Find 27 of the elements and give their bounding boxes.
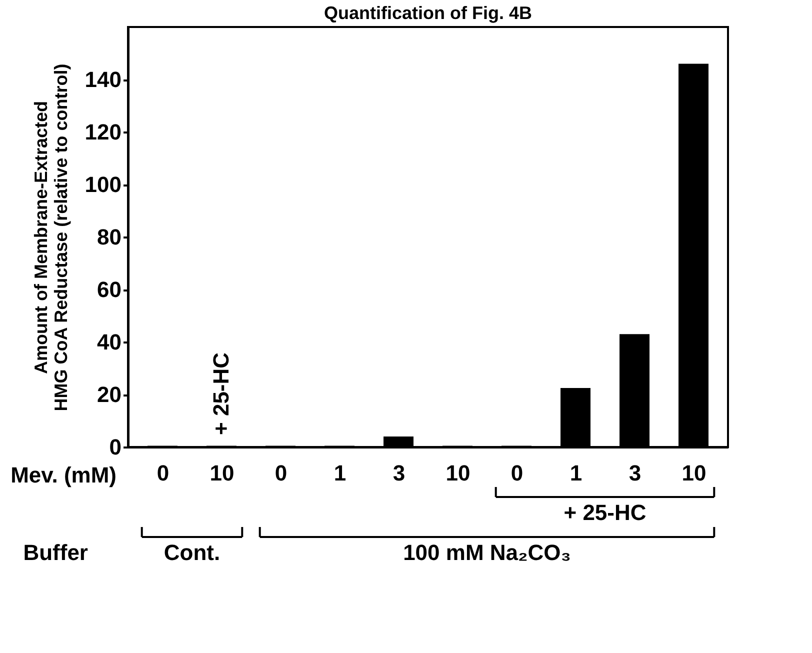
x-tick-label: 0 bbox=[510, 460, 524, 486]
text: Amount of Membrane-Extracted bbox=[30, 100, 51, 374]
text: + 25-HC bbox=[564, 500, 646, 525]
y-tick-label: 80 bbox=[97, 224, 122, 250]
y-tick-label: 20 bbox=[97, 382, 122, 407]
y-tick-label: 120 bbox=[84, 120, 122, 144]
x-tick-label: 1 bbox=[570, 460, 582, 486]
chart-title: Quantification of Fig. 4B bbox=[324, 3, 532, 23]
y-tick-label: 60 bbox=[97, 277, 122, 302]
y-tick-label: 40 bbox=[97, 330, 122, 354]
x-tick-label: 3 bbox=[628, 460, 642, 486]
y-tick-label: 0 bbox=[109, 434, 122, 460]
y-tick-label: 100 bbox=[84, 172, 122, 197]
annotation: + 25-HC bbox=[208, 352, 234, 435]
x-tick-label: 1 bbox=[334, 460, 346, 486]
text: Buffer bbox=[23, 540, 88, 565]
x-tick-label: 3 bbox=[392, 460, 406, 486]
text: 100 mM Na₂CO₃ bbox=[403, 540, 571, 565]
x-tick-label: 10 bbox=[446, 460, 470, 486]
x-tick-label: 0 bbox=[156, 460, 170, 486]
x-tick-label: 10 bbox=[210, 460, 234, 486]
y-tick-label: 140 bbox=[84, 67, 122, 92]
text: HMG CoA Reductase (relative to control) bbox=[50, 64, 71, 412]
x-tick-label: 0 bbox=[274, 460, 288, 486]
x-tick-label: 10 bbox=[682, 460, 706, 486]
text: Cont. bbox=[164, 540, 220, 565]
x-axis-title: Mev. (mM) bbox=[10, 462, 116, 488]
